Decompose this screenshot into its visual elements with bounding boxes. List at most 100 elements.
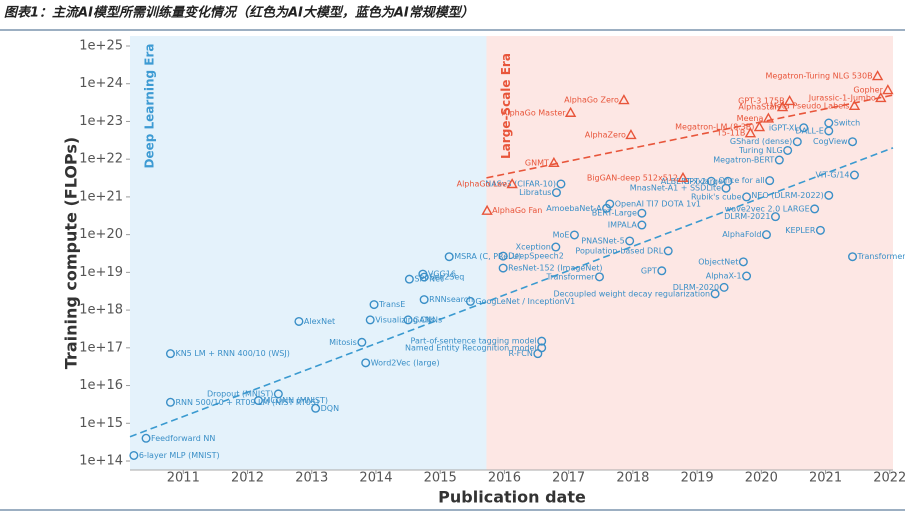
point-label: T5-11B	[716, 129, 746, 138]
point-label: Transformer	[545, 272, 595, 281]
point-label: Part-of-sentence tagging model	[411, 337, 537, 346]
point-label: ResNet-152 (ImageNet)	[508, 264, 602, 273]
point-label: R-FCN	[509, 349, 533, 358]
point	[498, 263, 508, 273]
point	[403, 315, 413, 325]
point	[165, 397, 175, 407]
point-label: Transformer local-attention (NesT-B)	[857, 252, 905, 261]
point	[765, 176, 775, 186]
point-label: 6-layer MLP (MNIST)	[139, 451, 220, 460]
point	[369, 300, 379, 310]
point	[551, 188, 561, 198]
point-label: Dropout (MNIST)	[207, 389, 273, 398]
point-label: OpenAI TI7 DOTA 1v1	[615, 199, 701, 208]
point-label: Seq2Seq	[429, 273, 464, 282]
point-label: AlexNet	[304, 317, 335, 326]
point	[663, 246, 673, 256]
point-label: Megatron-Turing NLG 530B	[766, 72, 873, 81]
x-tick-label: 2018	[616, 471, 649, 486]
point	[564, 106, 577, 117]
point-label: AlphaGo Fan	[492, 206, 542, 215]
trend-line	[129, 147, 894, 438]
point-label: DeepSpeech2	[508, 252, 564, 261]
x-tick-label: 2012	[231, 471, 264, 486]
point	[444, 252, 454, 262]
point	[357, 337, 367, 347]
point	[506, 178, 518, 189]
x-tick-label: 2013	[295, 471, 328, 486]
point-label: RNNsearch	[429, 295, 473, 304]
point	[824, 118, 834, 128]
point-label: DQN	[321, 404, 339, 413]
point	[253, 396, 263, 406]
x-tick-label: 2019	[681, 471, 714, 486]
y-tick-label: 1e+15	[79, 416, 123, 431]
point	[815, 225, 825, 235]
point-label: AlphaGo Master	[502, 108, 566, 117]
point	[551, 242, 561, 252]
y-tick-label: 1e+25	[79, 39, 123, 54]
point	[742, 271, 752, 281]
y-tick-label: 1e+22	[79, 152, 123, 167]
point-label: DALL-E	[796, 126, 824, 135]
point	[677, 171, 689, 183]
point	[761, 230, 771, 240]
point-label: AlphaX-1	[706, 272, 742, 281]
x-tick-label: 2016	[488, 471, 521, 486]
point	[361, 358, 371, 368]
point	[799, 123, 809, 133]
point	[770, 212, 780, 222]
point	[498, 251, 508, 261]
y-tick-label: 1e+24	[79, 76, 123, 91]
point-label: Megatron-LM (8.3B)	[675, 123, 754, 132]
point-label: NEO (DLRM-2022)	[751, 191, 823, 200]
y-tick-label: 1e+21	[79, 189, 123, 204]
point-label: Mitosis	[329, 338, 357, 347]
point-label: SPPNet	[414, 275, 443, 284]
point	[742, 192, 752, 202]
point	[882, 84, 894, 95]
y-tick-label: 1e+19	[79, 265, 123, 280]
point	[719, 282, 729, 292]
x-tick-label: 2011	[167, 471, 200, 486]
point-label: AlphaZero	[585, 130, 626, 139]
point	[849, 170, 859, 180]
point	[548, 156, 560, 168]
point	[569, 230, 579, 240]
x-tick-label: 2014	[359, 471, 392, 486]
trend-line	[486, 94, 894, 179]
point-label: Word2Vec (large)	[371, 358, 440, 367]
point-label: Megatron-BERT	[713, 156, 774, 165]
y-tick-label: 1e+14	[79, 454, 123, 469]
x-axis-label: Publication date	[438, 488, 586, 507]
point	[776, 101, 789, 112]
point-label: MCDNN (MNIST)	[263, 396, 328, 405]
point	[792, 137, 802, 147]
plot-area: Deep Learning Era Large-Scale Era 1e+14 1e+…	[79, 36, 905, 486]
point-label: ObjectNet	[698, 257, 738, 266]
point-label: ViT-G/14	[816, 171, 850, 180]
point-label: Rubik's cube	[691, 192, 742, 201]
point-label: Meena	[737, 114, 764, 123]
x-tick-label: 2015	[424, 471, 457, 486]
point	[753, 121, 766, 132]
point	[706, 176, 716, 186]
point	[783, 145, 793, 155]
point-label: AlphaFold	[722, 230, 761, 239]
point-label: Visualizing CNNs	[375, 315, 442, 324]
point-label: Named Entity Recognition model	[405, 343, 537, 352]
point	[625, 128, 637, 140]
x-tick-label: 2020	[745, 471, 778, 486]
point	[637, 208, 647, 218]
point	[723, 176, 733, 186]
point-label: AmoebaNet-A	[546, 204, 602, 213]
point-label: GoogLeNet / InceptionV1	[475, 297, 575, 306]
point	[556, 179, 566, 189]
point	[165, 349, 175, 359]
x-tick-label: 2021	[809, 471, 842, 486]
point	[738, 257, 748, 267]
point	[537, 336, 547, 346]
y-tick-label: 1e+20	[79, 227, 123, 242]
point	[875, 92, 887, 103]
